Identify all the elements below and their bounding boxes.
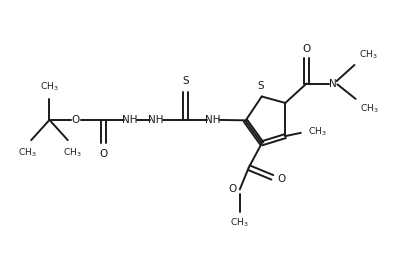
Text: CH$_3$: CH$_3$ [359,49,377,61]
Text: S: S [182,76,189,86]
Text: CH$_3$: CH$_3$ [360,102,378,115]
Text: CH$_3$: CH$_3$ [308,126,326,138]
Text: O: O [72,115,80,125]
Text: CH$_3$: CH$_3$ [231,216,249,229]
Text: CH$_3$: CH$_3$ [40,80,59,93]
Text: CH$_3$: CH$_3$ [62,146,81,159]
Text: O: O [277,173,286,184]
Text: S: S [257,81,264,91]
Text: NH: NH [122,115,138,125]
Text: CH$_3$: CH$_3$ [18,146,36,159]
Text: NH: NH [205,115,221,125]
Text: O: O [302,44,310,54]
Text: NH: NH [148,115,164,125]
Text: O: O [99,149,107,159]
Text: N: N [329,78,337,89]
Text: O: O [228,184,237,195]
